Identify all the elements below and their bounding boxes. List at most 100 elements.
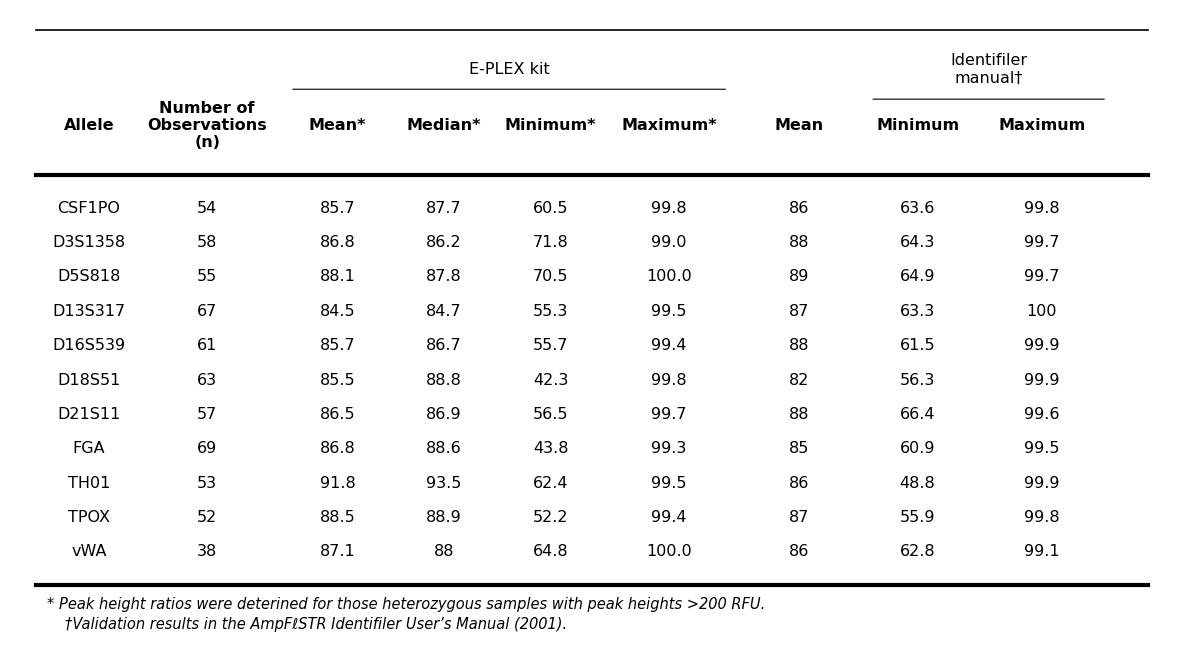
Text: Mean*: Mean* <box>309 118 366 133</box>
Text: D3S1358: D3S1358 <box>52 235 126 250</box>
Text: 87: 87 <box>789 304 810 319</box>
Text: 100: 100 <box>1027 304 1057 319</box>
Text: 88: 88 <box>789 407 810 422</box>
Text: Mean: Mean <box>774 118 824 133</box>
Text: 63.3: 63.3 <box>900 304 935 319</box>
Text: 88.1: 88.1 <box>320 270 355 284</box>
Text: D16S539: D16S539 <box>52 338 126 353</box>
Text: Identifiler
manual†: Identifiler manual† <box>950 53 1028 86</box>
Text: 56.5: 56.5 <box>533 407 568 422</box>
Text: 87: 87 <box>789 510 810 525</box>
Text: D18S51: D18S51 <box>57 373 121 387</box>
Text: 91.8: 91.8 <box>320 476 355 490</box>
Text: Allele: Allele <box>64 118 114 133</box>
Text: 63: 63 <box>198 373 217 387</box>
Text: 64.8: 64.8 <box>533 545 568 559</box>
Text: 99.8: 99.8 <box>651 201 687 215</box>
Text: 62.8: 62.8 <box>900 545 935 559</box>
Text: Minimum: Minimum <box>876 118 959 133</box>
Text: 87.1: 87.1 <box>320 545 355 559</box>
Text: 67: 67 <box>197 304 218 319</box>
Text: 86: 86 <box>789 476 810 490</box>
Text: D5S818: D5S818 <box>57 270 121 284</box>
Text: 61: 61 <box>197 338 218 353</box>
Text: TPOX: TPOX <box>67 510 110 525</box>
Text: 85.7: 85.7 <box>320 201 355 215</box>
Text: 85.7: 85.7 <box>320 338 355 353</box>
Text: 99.5: 99.5 <box>1024 442 1060 456</box>
Text: 63.6: 63.6 <box>900 201 935 215</box>
Text: 99.3: 99.3 <box>651 442 687 456</box>
Text: 89: 89 <box>789 270 810 284</box>
Text: 99.8: 99.8 <box>1024 510 1060 525</box>
Text: 88: 88 <box>789 235 810 250</box>
Text: 69: 69 <box>197 442 218 456</box>
Text: 84.5: 84.5 <box>320 304 355 319</box>
Text: 88.8: 88.8 <box>426 373 462 387</box>
Text: 99.7: 99.7 <box>651 407 687 422</box>
Text: 87.8: 87.8 <box>426 270 462 284</box>
Text: 64.3: 64.3 <box>900 235 935 250</box>
Text: 99.9: 99.9 <box>1024 373 1060 387</box>
Text: 57: 57 <box>197 407 218 422</box>
Text: 99.5: 99.5 <box>651 476 687 490</box>
Text: 99.9: 99.9 <box>1024 476 1060 490</box>
Text: 99.6: 99.6 <box>1024 407 1060 422</box>
Text: 55.7: 55.7 <box>533 338 568 353</box>
Text: 99.8: 99.8 <box>1024 201 1060 215</box>
Text: 62.4: 62.4 <box>533 476 568 490</box>
Text: Maximum: Maximum <box>998 118 1086 133</box>
Text: Median*: Median* <box>407 118 481 133</box>
Text: Number of
Observations
(n): Number of Observations (n) <box>147 100 268 151</box>
Text: 99.4: 99.4 <box>651 338 687 353</box>
Text: 99.5: 99.5 <box>651 304 687 319</box>
Text: 85.5: 85.5 <box>320 373 355 387</box>
Text: 88: 88 <box>789 338 810 353</box>
Text: 53: 53 <box>198 476 217 490</box>
Text: 86.8: 86.8 <box>320 235 355 250</box>
Text: 82: 82 <box>789 373 810 387</box>
Text: 86.7: 86.7 <box>426 338 462 353</box>
Text: 99.9: 99.9 <box>1024 338 1060 353</box>
Text: 70.5: 70.5 <box>533 270 568 284</box>
Text: 88.6: 88.6 <box>426 442 462 456</box>
Text: 86.8: 86.8 <box>320 442 355 456</box>
Text: FGA: FGA <box>72 442 105 456</box>
Text: 99.0: 99.0 <box>651 235 687 250</box>
Text: 58: 58 <box>197 235 218 250</box>
Text: 86.2: 86.2 <box>426 235 462 250</box>
Text: 56.3: 56.3 <box>900 373 935 387</box>
Text: 88: 88 <box>433 545 455 559</box>
Text: E-PLEX kit: E-PLEX kit <box>469 62 549 77</box>
Text: 99.8: 99.8 <box>651 373 687 387</box>
Text: 71.8: 71.8 <box>533 235 568 250</box>
Text: 84.7: 84.7 <box>426 304 462 319</box>
Text: 100.0: 100.0 <box>646 545 691 559</box>
Text: 64.9: 64.9 <box>900 270 935 284</box>
Text: 87.7: 87.7 <box>426 201 462 215</box>
Text: 60.9: 60.9 <box>900 442 935 456</box>
Text: 88.5: 88.5 <box>320 510 355 525</box>
Text: Minimum*: Minimum* <box>504 118 597 133</box>
Text: 52.2: 52.2 <box>533 510 568 525</box>
Text: 54: 54 <box>197 201 218 215</box>
Text: 52: 52 <box>197 510 218 525</box>
Text: 99.4: 99.4 <box>651 510 687 525</box>
Text: 99.7: 99.7 <box>1024 235 1060 250</box>
Text: 55.3: 55.3 <box>533 304 568 319</box>
Text: 85: 85 <box>789 442 810 456</box>
Text: 43.8: 43.8 <box>533 442 568 456</box>
Text: 88.9: 88.9 <box>426 510 462 525</box>
Text: 86.5: 86.5 <box>320 407 355 422</box>
Text: 86: 86 <box>789 545 810 559</box>
Text: TH01: TH01 <box>67 476 110 490</box>
Text: 55: 55 <box>197 270 218 284</box>
Text: 93.5: 93.5 <box>426 476 462 490</box>
Text: †Validation results in the AmpFℓSTR Identifiler User’s Manual (2001).: †Validation results in the AmpFℓSTR Iden… <box>65 617 567 632</box>
Text: D13S317: D13S317 <box>52 304 126 319</box>
Text: Maximum*: Maximum* <box>622 118 716 133</box>
Text: CSF1PO: CSF1PO <box>57 201 121 215</box>
Text: 66.4: 66.4 <box>900 407 935 422</box>
Text: 60.5: 60.5 <box>533 201 568 215</box>
Text: 42.3: 42.3 <box>533 373 568 387</box>
